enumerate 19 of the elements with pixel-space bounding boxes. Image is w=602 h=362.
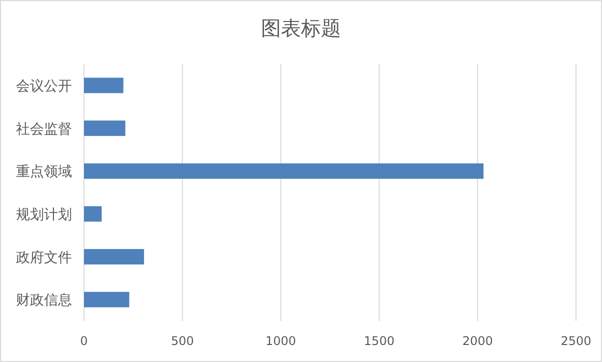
bar (84, 206, 102, 222)
y-tick-label: 会议公开 (16, 78, 72, 94)
bar (84, 78, 124, 94)
bar (84, 163, 484, 179)
x-tick-label: 500 (170, 334, 194, 348)
chart-title: 图表标题 (261, 16, 341, 40)
bar (84, 292, 130, 308)
x-tick-label: 1000 (266, 334, 296, 348)
x-tick-label: 2000 (462, 334, 493, 348)
x-tick-label: 0 (80, 334, 88, 348)
x-tick-label: 1500 (364, 334, 394, 348)
bar (84, 120, 126, 136)
y-tick-label: 社会监督 (16, 121, 72, 138)
bar (84, 249, 144, 264)
y-tick-label: 重点领域 (16, 164, 72, 180)
y-tick-label: 规划计划 (16, 206, 72, 223)
y-tick-label: 政府文件 (16, 250, 72, 266)
y-tick-label: 财政信息 (16, 292, 72, 309)
x-tick-label: 2500 (560, 334, 592, 348)
